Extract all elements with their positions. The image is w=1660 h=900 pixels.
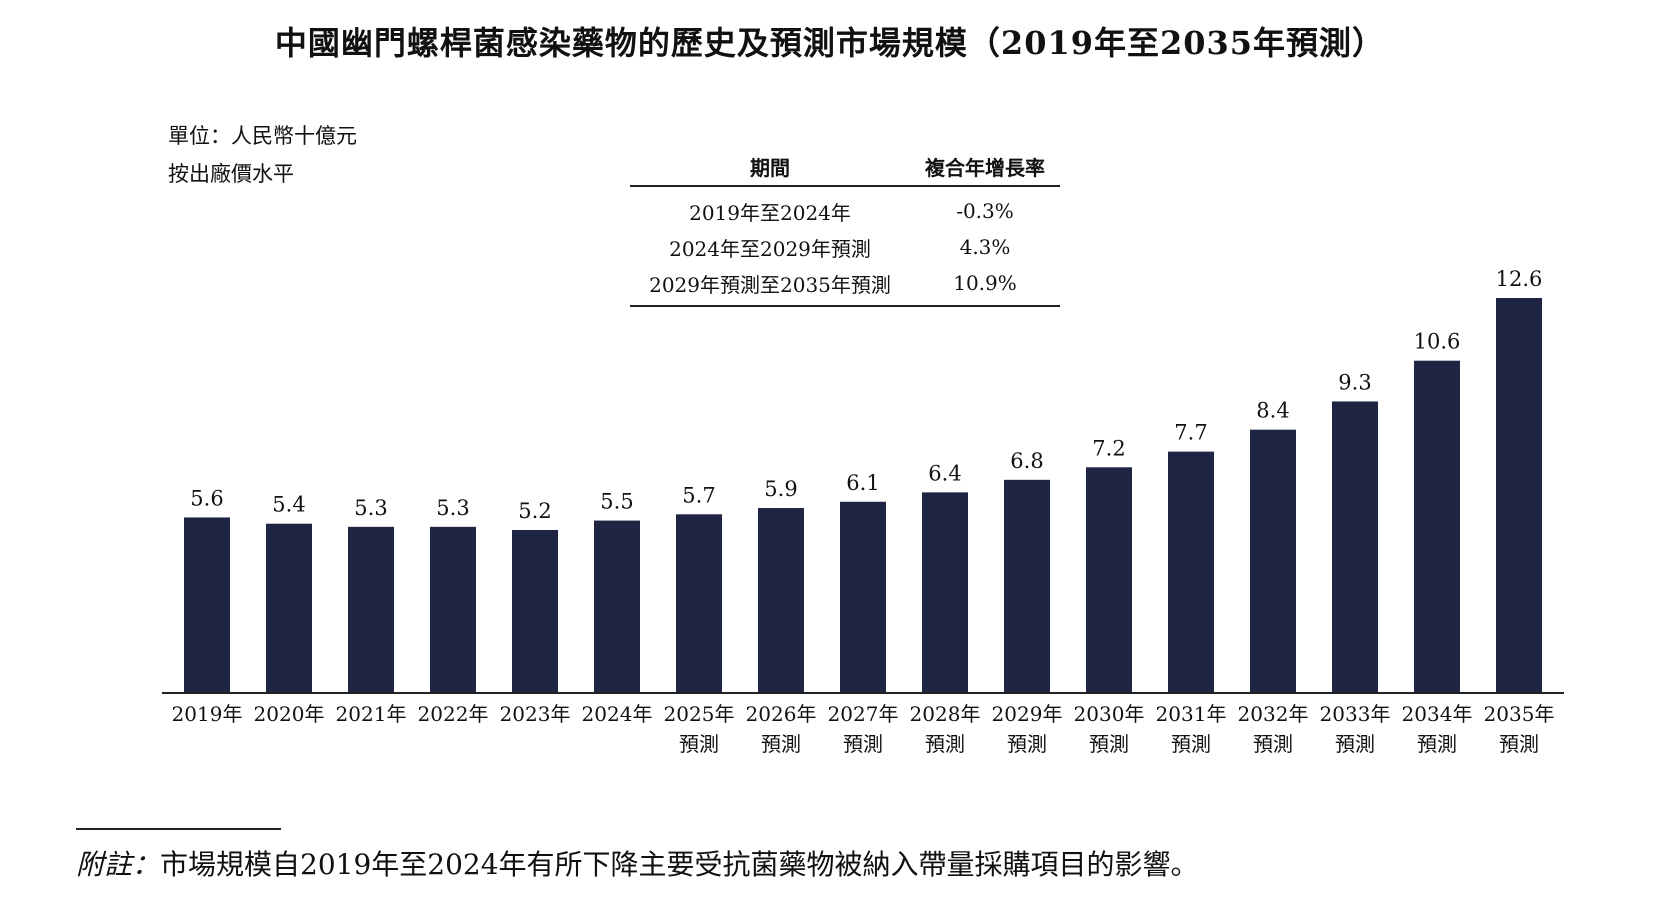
data-label: 6.4 <box>928 461 961 485</box>
cagr-period: 2024年至2029年預測 <box>669 236 871 261</box>
bar <box>348 526 394 693</box>
x-tick-label: 2025年 <box>664 702 735 726</box>
x-tick-label: 2028年 <box>910 702 981 726</box>
data-label: 5.2 <box>518 499 551 523</box>
x-tick-label: 2023年 <box>500 702 571 726</box>
data-label: 10.6 <box>1414 330 1461 354</box>
x-tick-sublabel: 預測 <box>843 732 883 756</box>
cagr-period: 2029年預測至2035年預測 <box>649 272 891 297</box>
x-tick-sublabel: 預測 <box>1499 732 1539 756</box>
chart-title: 中國幽門螺桿菌感染藥物的歷史及預測市場規模（2019年至2035年預測） <box>274 24 1386 62</box>
bar <box>1004 479 1050 693</box>
cagr-rate: 4.3% <box>959 235 1011 259</box>
price-basis-label: 按出廠價水平 <box>168 162 294 186</box>
x-tick-label: 2019年 <box>172 702 243 726</box>
bar <box>840 501 886 693</box>
cagr-rate: 10.9% <box>953 271 1017 295</box>
bar <box>1496 298 1542 693</box>
bar <box>266 523 312 693</box>
x-tick-sublabel: 預測 <box>1007 732 1047 756</box>
x-tick-sublabel: 預測 <box>1417 732 1457 756</box>
x-tick-label: 2030年 <box>1074 702 1145 726</box>
cagr-header-rate: 複合年增長率 <box>925 156 1045 180</box>
cagr-row: 2029年預測至2035年預測 10.9% <box>630 265 1060 301</box>
x-tick-sublabel: 預測 <box>925 732 965 756</box>
x-tick-label: 2033年 <box>1320 702 1391 726</box>
bar <box>1250 429 1296 693</box>
footnote-divider <box>76 828 281 830</box>
x-tick-label: 2022年 <box>418 702 489 726</box>
bar <box>1168 451 1214 693</box>
x-tick-sublabel: 預測 <box>679 732 719 756</box>
data-label: 5.3 <box>354 496 387 520</box>
x-tick-label: 2020年 <box>254 702 325 726</box>
data-label: 9.3 <box>1338 370 1371 394</box>
footnote-lead: 附註： <box>76 848 161 881</box>
bar <box>184 517 230 693</box>
data-label: 7.2 <box>1092 436 1125 460</box>
cagr-header-period: 期間 <box>750 156 790 180</box>
x-tick-sublabel: 預測 <box>1253 732 1293 756</box>
data-label: 5.3 <box>436 496 469 520</box>
bar <box>758 508 804 693</box>
x-tick-label: 2024年 <box>582 702 653 726</box>
x-tick-label: 2027年 <box>828 702 899 726</box>
bar <box>1332 401 1378 693</box>
x-tick-sublabel: 預測 <box>1335 732 1375 756</box>
unit-label: 單位：人民幣十億元 <box>168 124 357 148</box>
bar <box>430 526 476 693</box>
data-label: 5.5 <box>600 490 633 514</box>
x-tick-label: 2035年 <box>1484 702 1555 726</box>
data-label: 5.9 <box>764 477 797 501</box>
cagr-table: 期間 複合年增長率 2019年至2024年 -0.3% 2024年至2029年預… <box>630 152 1060 307</box>
x-tick-label: 2021年 <box>336 702 407 726</box>
data-label: 8.4 <box>1256 399 1289 423</box>
cagr-row: 2019年至2024年 -0.3% <box>630 193 1060 229</box>
footnote-text: 市場規模自2019年至2024年有所下降主要受抗菌藥物被納入帶量採購項目的影響。 <box>160 848 1199 881</box>
x-tick-label: 2032年 <box>1238 702 1309 726</box>
data-label: 7.7 <box>1174 421 1207 445</box>
bar <box>1414 360 1460 693</box>
bar <box>922 492 968 693</box>
data-label: 5.6 <box>190 486 223 510</box>
x-tick-label: 2026年 <box>746 702 817 726</box>
bar <box>512 529 558 693</box>
x-tick-label: 2029年 <box>992 702 1063 726</box>
data-label: 6.8 <box>1010 449 1043 473</box>
cagr-period: 2019年至2024年 <box>689 200 851 225</box>
cagr-row: 2024年至2029年預測 4.3% <box>630 229 1060 265</box>
x-tick-label: 2034年 <box>1402 702 1473 726</box>
data-label: 12.6 <box>1496 267 1543 291</box>
cagr-table-header: 期間 複合年增長率 <box>630 152 1060 187</box>
x-tick-label: 2031年 <box>1156 702 1227 726</box>
bar <box>594 520 640 693</box>
footnote: 附註：市場規模自2019年至2024年有所下降主要受抗菌藥物被納入帶量採購項目的… <box>76 843 1199 883</box>
data-label: 6.1 <box>846 471 879 495</box>
x-tick-sublabel: 預測 <box>1089 732 1129 756</box>
data-label: 5.4 <box>272 493 305 517</box>
bar <box>1086 467 1132 693</box>
x-tick-sublabel: 預測 <box>761 732 801 756</box>
bar <box>676 514 722 693</box>
x-tick-sublabel: 預測 <box>1171 732 1211 756</box>
data-label: 5.7 <box>682 483 715 507</box>
cagr-rate: -0.3% <box>956 199 1014 223</box>
